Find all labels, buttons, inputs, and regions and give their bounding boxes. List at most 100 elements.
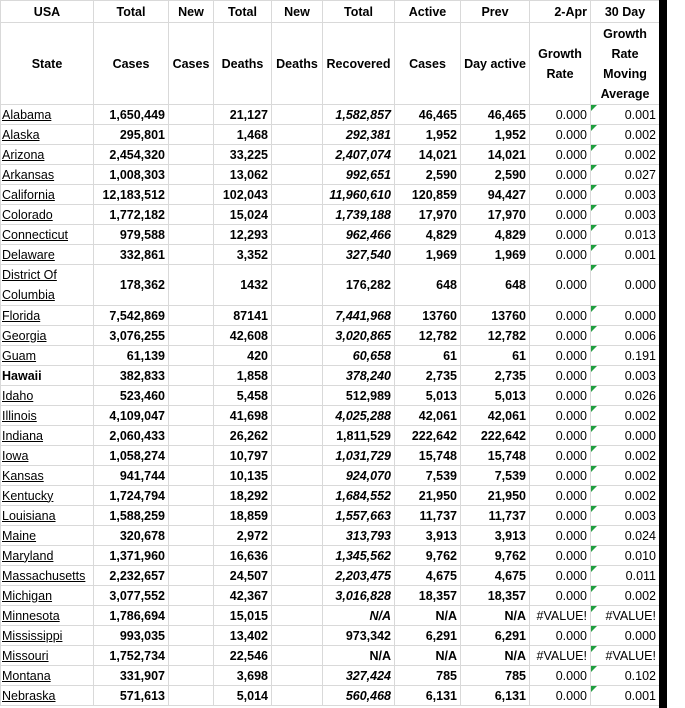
empty-cell <box>168 345 214 366</box>
moving-average: 0.003 <box>590 184 660 205</box>
active-cases: N/A <box>394 645 461 666</box>
state-name[interactable]: Nebraska <box>0 685 94 706</box>
empty-cell <box>271 425 323 446</box>
state-name[interactable]: Connecticut <box>0 224 94 245</box>
header-cell: Growth Rate Moving Average <box>590 22 660 105</box>
header-cell: Cases <box>394 22 461 105</box>
moving-average: 0.000 <box>590 625 660 646</box>
state-name[interactable]: Arkansas <box>0 164 94 185</box>
state-name[interactable]: Massachusetts <box>0 565 94 586</box>
state-name[interactable]: Missouri <box>0 645 94 666</box>
total-cases: 1,650,449 <box>93 104 169 125</box>
empty-cell <box>168 465 214 486</box>
state-name[interactable]: Kansas <box>0 465 94 486</box>
state-name[interactable]: Maine <box>0 525 94 546</box>
state-name[interactable]: District Of Columbia <box>0 264 94 306</box>
state-name[interactable]: Alaska <box>0 124 94 145</box>
empty-cell <box>271 244 323 265</box>
total-recovered: 1,582,857 <box>322 104 395 125</box>
state-name[interactable]: Delaware <box>0 244 94 265</box>
total-recovered: 2,407,074 <box>322 144 395 165</box>
empty-cell <box>271 184 323 205</box>
total-deaths: 15,024 <box>213 204 272 225</box>
prev-active: 42,061 <box>460 405 530 426</box>
total-recovered: 973,342 <box>322 625 395 646</box>
growth-rate: 0.000 <box>529 665 591 686</box>
empty-cell <box>271 525 323 546</box>
empty-cell <box>168 545 214 566</box>
moving-average: 0.006 <box>590 325 660 346</box>
total-recovered: 962,466 <box>322 224 395 245</box>
moving-average: 0.002 <box>590 585 660 606</box>
growth-rate: 0.000 <box>529 345 591 366</box>
state-name[interactable]: Mississippi <box>0 625 94 646</box>
active-cases: 6,131 <box>394 685 461 706</box>
state-name[interactable]: Montana <box>0 665 94 686</box>
empty-cell <box>271 204 323 225</box>
empty-cell <box>168 645 214 666</box>
state-name[interactable]: Idaho <box>0 385 94 406</box>
empty-cell <box>168 445 214 466</box>
prev-active: 21,950 <box>460 485 530 506</box>
state-name[interactable]: Maryland <box>0 545 94 566</box>
total-recovered: 1,345,562 <box>322 545 395 566</box>
total-cases: 1,724,794 <box>93 485 169 506</box>
growth-rate: 0.000 <box>529 465 591 486</box>
state-name[interactable]: Georgia <box>0 325 94 346</box>
empty-cell <box>168 305 214 326</box>
empty-cell <box>271 685 323 706</box>
state-name[interactable]: Colorado <box>0 204 94 225</box>
state-name[interactable]: Indiana <box>0 425 94 446</box>
growth-rate: #VALUE! <box>529 605 591 626</box>
prev-active: 648 <box>460 264 530 306</box>
moving-average: 0.026 <box>590 385 660 406</box>
total-deaths: 15,015 <box>213 605 272 626</box>
state-name[interactable]: Louisiana <box>0 505 94 526</box>
moving-average: #VALUE! <box>590 605 660 626</box>
state-name[interactable]: Illinois <box>0 405 94 426</box>
table-row: Massachusetts 2,232,657 24,507 2,203,475 4,6… <box>0 565 660 586</box>
header-row: State Cases Cases Deaths Deaths Recovere… <box>0 22 660 105</box>
state-name[interactable]: Guam <box>0 345 94 366</box>
table-row: California 12,183,512 102,043 11,960,610 120… <box>0 184 660 205</box>
table-row: Georgia 3,076,255 42,608 3,020,865 12,782 12,… <box>0 325 660 346</box>
total-cases: 1,786,694 <box>93 605 169 626</box>
table-row: Mississippi 993,035 13,402 973,342 6,291 6,29… <box>0 625 660 646</box>
state-name[interactable]: Michigan <box>0 585 94 606</box>
total-recovered: 1,557,663 <box>322 505 395 526</box>
state-name[interactable]: Iowa <box>0 445 94 466</box>
total-recovered: 327,424 <box>322 665 395 686</box>
prev-active: 7,539 <box>460 465 530 486</box>
growth-rate: 0.000 <box>529 525 591 546</box>
moving-average: 0.002 <box>590 485 660 506</box>
empty-cell <box>168 264 214 306</box>
moving-average: 0.002 <box>590 405 660 426</box>
empty-cell <box>168 485 214 506</box>
moving-average: 0.024 <box>590 525 660 546</box>
state-name[interactable]: Alabama <box>0 104 94 125</box>
empty-cell <box>168 685 214 706</box>
state-name[interactable]: Arizona <box>0 144 94 165</box>
table-row: Maryland 1,371,960 16,636 1,345,562 9,762 9,7… <box>0 545 660 566</box>
moving-average: 0.001 <box>590 104 660 125</box>
header-cell: New <box>271 0 323 23</box>
empty-cell <box>271 224 323 245</box>
total-deaths: 3,698 <box>213 665 272 686</box>
table-row: Arkansas 1,008,303 13,062 992,651 2,590 2,590… <box>0 164 660 185</box>
growth-rate: 0.000 <box>529 585 591 606</box>
active-cases: 4,829 <box>394 224 461 245</box>
total-cases: 178,362 <box>93 264 169 306</box>
total-deaths: 10,797 <box>213 445 272 466</box>
state-name[interactable]: Florida <box>0 305 94 326</box>
state-name[interactable]: Kentucky <box>0 485 94 506</box>
prev-active: 46,465 <box>460 104 530 125</box>
state-name[interactable]: Minnesota <box>0 605 94 626</box>
state-name[interactable]: California <box>0 184 94 205</box>
moving-average: 0.000 <box>590 425 660 446</box>
prev-active: 1,952 <box>460 124 530 145</box>
growth-rate: 0.000 <box>529 264 591 306</box>
active-cases: 1,952 <box>394 124 461 145</box>
empty-cell <box>271 264 323 306</box>
growth-rate: 0.000 <box>529 405 591 426</box>
